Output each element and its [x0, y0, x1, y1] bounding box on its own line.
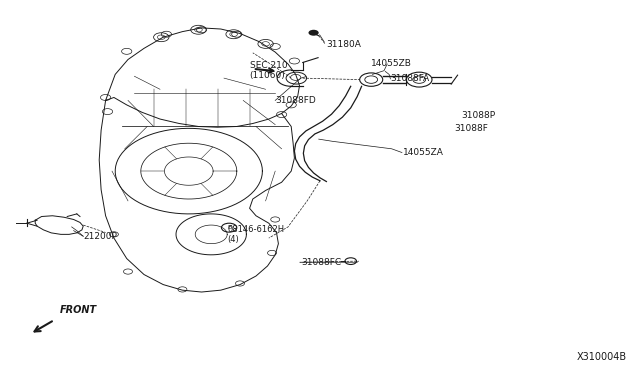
Text: 14055ZA: 14055ZA	[403, 148, 444, 157]
Text: 31088P: 31088P	[461, 111, 495, 120]
Text: FRONT: FRONT	[60, 305, 97, 315]
Text: X310004B: X310004B	[577, 352, 627, 362]
Text: SEC 210
(11060): SEC 210 (11060)	[250, 61, 287, 80]
Text: 14055ZB: 14055ZB	[371, 59, 412, 68]
Text: 08146-6162H
(4): 08146-6162H (4)	[227, 225, 284, 244]
Text: 31180A: 31180A	[326, 40, 361, 49]
Text: 21200P: 21200P	[83, 232, 117, 241]
Text: 31088FC: 31088FC	[301, 258, 341, 267]
Text: 31088FA: 31088FA	[390, 74, 429, 83]
Text: 31088FD: 31088FD	[275, 96, 316, 105]
Circle shape	[308, 30, 319, 36]
Text: B: B	[227, 225, 231, 230]
Text: 31088F: 31088F	[454, 124, 488, 133]
